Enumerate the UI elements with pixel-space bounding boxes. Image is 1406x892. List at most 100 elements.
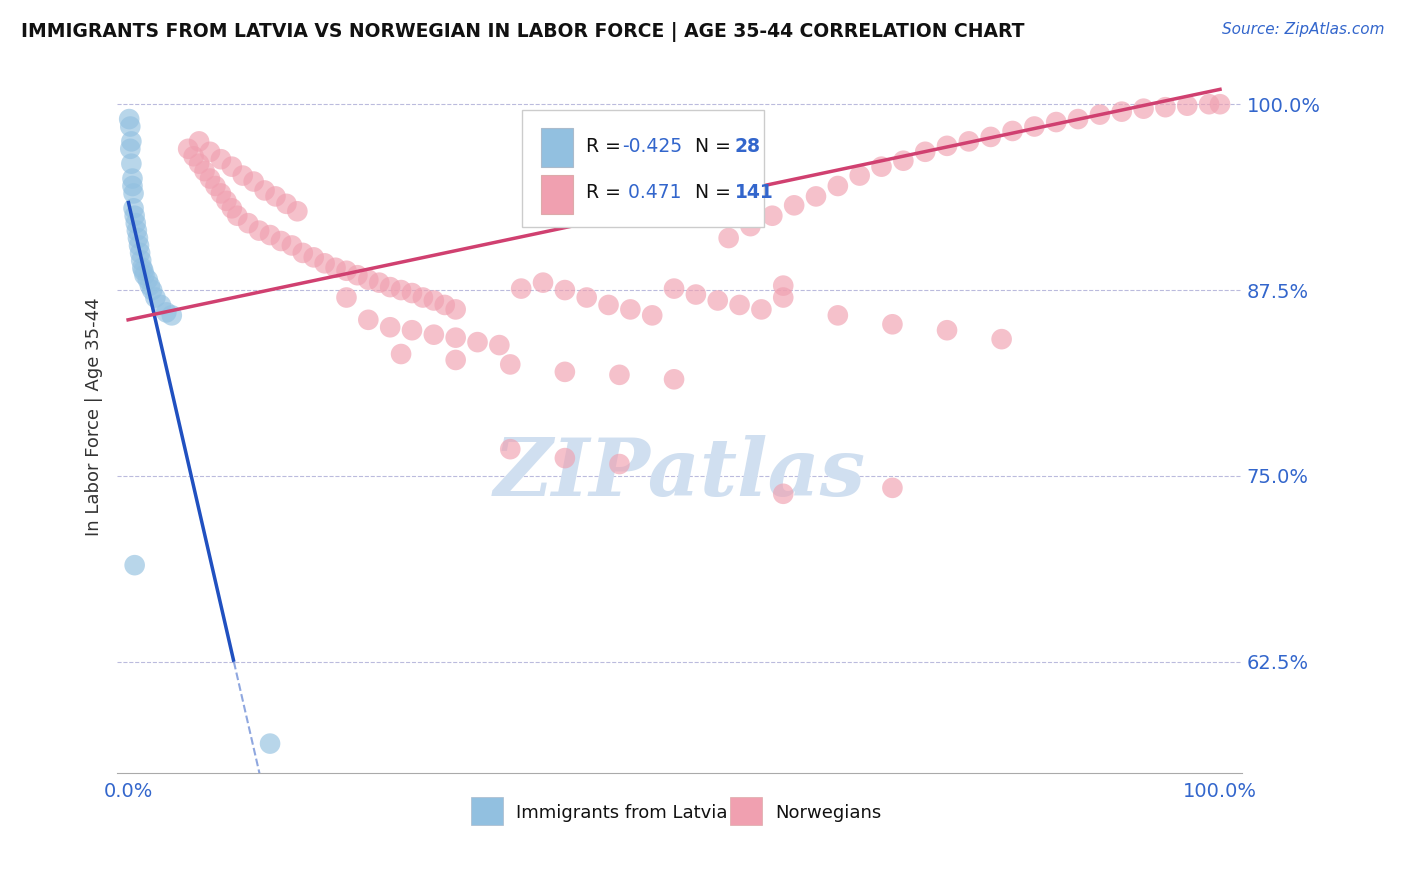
Point (247, 224, 270, 238)
Point (188, 135, 211, 149)
Point (444, 302, 467, 317)
Point (124, 209, 146, 223)
Point (128, 238, 150, 252)
Point (325, 260, 347, 275)
Point (183, 149, 205, 163)
Point (378, 320, 401, 334)
Point (423, 293, 446, 308)
Point (1175, 98, 1198, 112)
Point (357, 273, 380, 287)
Point (717, 231, 740, 245)
Point (141, 283, 163, 297)
Text: -0.425: -0.425 (623, 136, 682, 155)
Point (936, 323, 959, 337)
Point (554, 283, 576, 297)
Point (1067, 112, 1090, 126)
Point (127, 231, 149, 245)
Point (122, 186, 145, 201)
Point (136, 273, 159, 287)
Point (132, 264, 155, 278)
Point (882, 481, 904, 495)
Point (188, 157, 211, 171)
Point (1209, 97, 1232, 112)
FancyBboxPatch shape (471, 797, 503, 825)
Point (259, 228, 281, 243)
Point (270, 234, 292, 248)
Point (706, 293, 728, 308)
Point (914, 145, 936, 159)
Point (728, 298, 751, 312)
Point (125, 224, 148, 238)
Text: ZIPatlas: ZIPatlas (494, 434, 866, 512)
Point (155, 305, 177, 319)
Point (761, 209, 783, 223)
Point (1111, 104, 1133, 119)
Point (357, 313, 380, 327)
Point (827, 179, 849, 194)
Point (221, 202, 243, 216)
Point (193, 164, 215, 178)
Point (870, 160, 893, 174)
Point (378, 280, 401, 294)
Point (221, 160, 243, 174)
Point (120, 142, 142, 156)
Point (281, 238, 304, 252)
Point (131, 260, 153, 275)
Point (118, 112, 141, 126)
Point (120, 157, 142, 171)
Point (124, 558, 146, 573)
Point (980, 129, 1002, 144)
Point (346, 268, 368, 283)
Point (554, 365, 576, 379)
Point (145, 291, 167, 305)
Point (827, 309, 849, 323)
Point (125, 216, 148, 230)
Point (232, 169, 254, 183)
Text: Norwegians: Norwegians (775, 804, 882, 822)
Point (433, 298, 456, 312)
Point (662, 372, 685, 386)
Point (226, 209, 249, 223)
Point (302, 251, 325, 265)
Point (314, 256, 336, 270)
Point (1132, 102, 1154, 116)
Point (499, 442, 522, 457)
Point (177, 142, 200, 156)
Point (641, 309, 664, 323)
Point (1045, 115, 1067, 129)
FancyBboxPatch shape (541, 175, 572, 214)
Point (129, 253, 152, 268)
Point (936, 139, 959, 153)
Point (242, 175, 264, 189)
Point (139, 278, 162, 293)
Point (751, 302, 773, 317)
Point (264, 189, 287, 203)
Point (160, 309, 183, 323)
Point (488, 338, 510, 352)
Point (259, 737, 281, 751)
Point (957, 135, 980, 149)
Point (120, 120, 142, 134)
Point (121, 171, 143, 186)
Text: R =: R = (586, 136, 627, 155)
FancyBboxPatch shape (522, 110, 763, 227)
Point (598, 298, 620, 312)
Point (1024, 120, 1046, 134)
Point (444, 353, 467, 368)
Text: 28: 28 (734, 136, 761, 155)
Point (685, 287, 707, 301)
Point (848, 169, 870, 183)
Point (204, 179, 226, 194)
Text: 0.471: 0.471 (623, 183, 682, 202)
Point (531, 276, 554, 290)
Point (467, 335, 489, 350)
Point (891, 153, 914, 168)
Text: N =: N = (695, 183, 737, 202)
Point (882, 318, 904, 332)
Point (772, 487, 794, 501)
Point (1198, 97, 1220, 112)
Point (238, 216, 260, 230)
Y-axis label: In Labor Force | Age 35-44: In Labor Force | Age 35-44 (86, 297, 103, 536)
Point (1154, 100, 1177, 114)
Point (499, 358, 522, 372)
